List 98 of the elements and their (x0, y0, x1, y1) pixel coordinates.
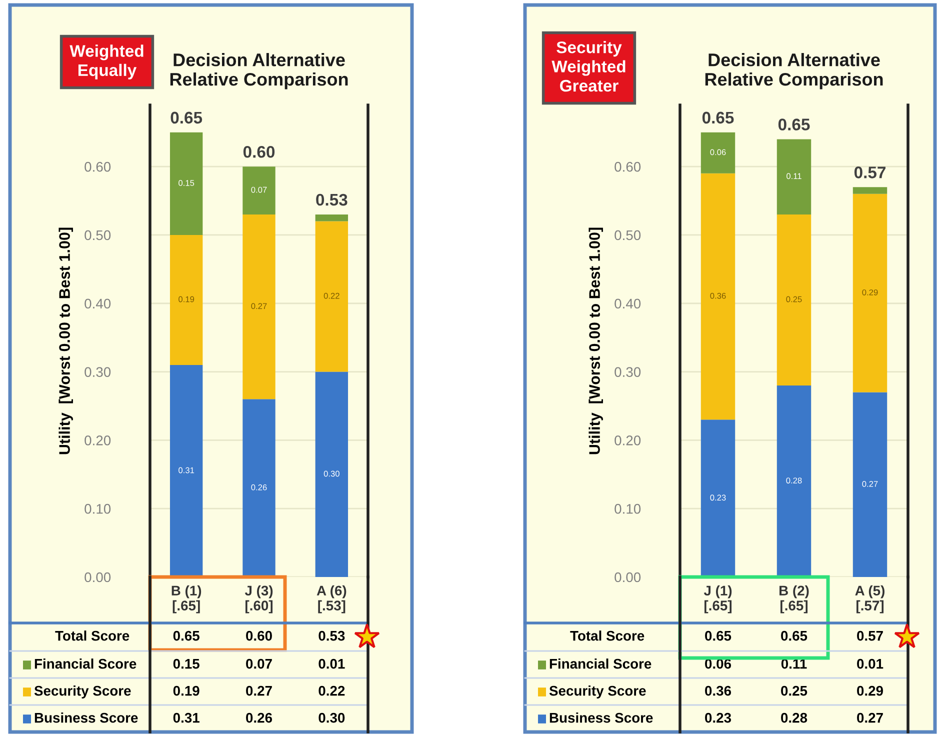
text: 0.65 (705, 630, 732, 641)
text: 0.27 (862, 480, 878, 487)
y-tick-label: 0.10 (614, 504, 641, 514)
data-label: 0.23 (705, 712, 732, 723)
y-tick-label: 0.40 (614, 298, 641, 309)
data-label: 0.15 (173, 658, 200, 669)
total-label: 0.57 (854, 166, 886, 178)
text: 0.27 (251, 303, 267, 310)
y-tick-label: 0.00 (614, 572, 641, 582)
y-tick-label: 0.60 (84, 162, 111, 172)
legend-label: Business Score (34, 712, 138, 723)
bar (776, 139, 812, 214)
y-tick-label: 0.50 (84, 230, 111, 240)
legend-label: Security Score (549, 686, 646, 698)
text: 0.15 (178, 180, 194, 186)
chart-title: Decision Alternative Relative Comparison (170, 53, 348, 90)
total-label: 0.65 (778, 118, 810, 130)
data-label: 0.25 (781, 686, 808, 696)
bar (776, 214, 812, 386)
y-tick-label: 0.40 (84, 298, 111, 309)
chart-title: Decision Alternative Relative Comparison (705, 53, 883, 90)
text: 0.28 (786, 478, 802, 484)
data-label: 0.31 (173, 712, 200, 723)
x-tick-label: B (2) [.65] (780, 585, 809, 614)
bar (700, 132, 736, 174)
y-tick-label: 0.50 (614, 230, 641, 240)
data-label: 0.22 (318, 686, 345, 696)
legend-label: Financial Score (550, 658, 652, 669)
bar (170, 132, 203, 235)
data-label: 0.27 (246, 686, 272, 696)
text: 0.31 (178, 467, 194, 474)
text: Security Weighted Greater (552, 41, 626, 92)
text: Weighted Equally (70, 44, 144, 80)
data-label: 0.19 (173, 686, 200, 696)
bar (315, 221, 348, 372)
y-axis-title: Utility [Worst 0.00 to Best 1.00] (58, 228, 73, 454)
data-label: 0.11 (781, 658, 807, 669)
bar (242, 166, 276, 214)
y-tick-label: 0.00 (84, 572, 111, 582)
data-label: 0.30 (318, 712, 345, 723)
data-label: 0.01 (857, 658, 884, 669)
bar (170, 364, 203, 577)
total-label: 0.65 (702, 112, 734, 124)
y-tick-label: 0.20 (84, 436, 111, 446)
text: 0.30 (324, 470, 340, 477)
data-label: 0.29 (857, 686, 883, 696)
text: 0.65 (781, 630, 808, 641)
bar (700, 173, 736, 420)
total-label: 0.53 (316, 194, 348, 206)
y-axis-title: Utility [Worst 0.00 to Best 1.00] (588, 228, 603, 454)
x-tick-label: A (5) [.57] (855, 585, 884, 614)
y-tick-label: 0.30 (84, 367, 111, 377)
bar (242, 399, 276, 577)
bar (852, 392, 888, 577)
text: 0.60 (246, 630, 272, 641)
x-tick-label: A (6) [.53] (316, 585, 346, 614)
legend-label: Business Score (550, 712, 653, 723)
y-tick-label: 0.30 (614, 367, 641, 377)
bar (242, 214, 276, 400)
legend-label: Financial Score (34, 658, 136, 669)
text: 0.25 (786, 296, 802, 302)
total-label: 0.60 (243, 146, 275, 158)
y-tick-label: 0.20 (614, 436, 641, 446)
text: Total Score (570, 630, 644, 641)
bar (852, 194, 888, 392)
bar (315, 214, 348, 222)
text: 0.57 (857, 630, 883, 641)
text: 0.65 (173, 630, 200, 641)
x-tick-label: J (1) [.65] (704, 585, 732, 614)
text: 0.07 (251, 186, 267, 193)
bar (776, 385, 812, 577)
data-label: 0.01 (318, 658, 345, 669)
y-tick-label: 0.10 (84, 504, 111, 514)
text: 0.23 (710, 494, 726, 501)
data-label: 0.26 (246, 712, 272, 723)
bar (700, 420, 736, 577)
bar (315, 372, 348, 577)
bar (170, 234, 203, 365)
text: 0.29 (862, 289, 878, 296)
data-label: 0.36 (705, 686, 732, 696)
text: 0.26 (251, 484, 267, 490)
total-label: 0.65 (170, 112, 202, 124)
data-label: 0.28 (781, 712, 808, 723)
x-tick-label: B (1) [.65] (172, 585, 202, 614)
bar (852, 187, 888, 194)
data-label: 0.27 (857, 712, 883, 723)
legend-label: Security Score (34, 686, 131, 698)
x-tick-label: J (3) [.60] (244, 585, 273, 614)
data-label: 0.07 (246, 658, 272, 669)
text: 0.06 (710, 149, 726, 156)
text: 0.11 (786, 173, 802, 180)
text: 0.36 (710, 292, 726, 299)
text: 0.53 (318, 630, 345, 641)
y-tick-label: 0.60 (614, 162, 641, 172)
text: 0.22 (324, 292, 340, 299)
text: 0.19 (178, 296, 194, 302)
text: Total Score (55, 630, 130, 641)
data-label: 0.06 (705, 658, 732, 669)
